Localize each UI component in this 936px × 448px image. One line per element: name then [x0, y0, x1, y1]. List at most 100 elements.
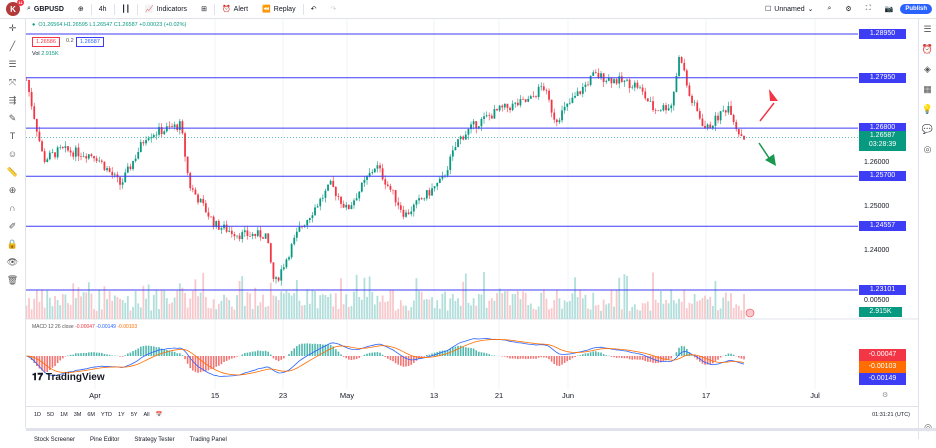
candle-body	[327, 184, 329, 191]
volume-bar	[82, 292, 85, 319]
fullscreen-button[interactable]: ⛶	[859, 0, 878, 19]
settings-button[interactable]: ⚙	[838, 0, 858, 19]
layout-menu[interactable]: ☐ Unnamed ⌄	[758, 0, 821, 19]
range-3m[interactable]: 3M	[73, 412, 82, 418]
candle-body	[171, 126, 173, 128]
broadcast-icon[interactable]: ◎	[923, 144, 932, 154]
macd-histogram-bar	[712, 356, 714, 364]
level-price-label: 1.24557	[859, 221, 906, 232]
candle-body	[636, 82, 639, 88]
volume-bar	[28, 298, 30, 319]
macd-histogram-bar	[615, 356, 618, 358]
lock-icon[interactable]: 🔒	[6, 239, 19, 249]
candle-body	[597, 73, 600, 78]
volume-bar	[119, 298, 121, 319]
macd-histogram-bar	[431, 353, 433, 356]
goto-date-icon[interactable]: 📅	[155, 412, 163, 418]
fib-icon[interactable]: ☰	[8, 59, 17, 69]
macd-histogram-bar	[311, 343, 314, 356]
range-1d[interactable]: 1D	[34, 412, 42, 418]
candle-body	[423, 198, 426, 200]
interval-button[interactable]: 4h	[98, 5, 107, 13]
calendar-icon[interactable]: ▦	[923, 84, 932, 94]
volume-bar	[171, 302, 173, 319]
macd-histogram-bar	[493, 355, 496, 356]
candle-body	[737, 129, 740, 135]
candle-body	[332, 180, 335, 187]
volume-bar	[158, 309, 160, 319]
macd-histogram-bar	[727, 353, 730, 356]
chat-icon[interactable]: 💬	[921, 124, 934, 134]
zoom-in-icon[interactable]: ⊕	[8, 185, 17, 195]
symbol-search[interactable]: ⌕ GBPUSD	[20, 0, 71, 19]
up-arrow-icon	[769, 89, 778, 101]
macd-price-label: -0.00103	[859, 361, 906, 373]
macd-histogram-bar	[566, 356, 569, 362]
trash-icon[interactable]: 🗑	[6, 275, 19, 285]
templates-button[interactable]: ⊞	[194, 0, 214, 19]
watchlist-icon[interactable]: ☰	[923, 24, 932, 34]
undo-button[interactable]: ↶	[304, 0, 324, 19]
candle-body	[662, 105, 665, 111]
macd-histogram-bar	[561, 356, 563, 365]
macd-histogram-bar	[519, 356, 522, 359]
candle-body	[550, 99, 553, 113]
range-5y[interactable]: 5Y	[130, 412, 138, 418]
range-1y[interactable]: 1Y	[117, 412, 125, 418]
tab-strategy-tester[interactable]: Strategy Tester	[134, 436, 175, 443]
ruler-icon[interactable]: 📏	[6, 167, 19, 177]
volume-bar	[719, 308, 722, 319]
help-icon[interactable]: ◎	[924, 422, 932, 432]
layers-icon[interactable]: ◈	[924, 64, 931, 74]
avatar[interactable]: K 11	[6, 0, 24, 16]
indicators-button[interactable]: 📈 Indicators	[138, 0, 194, 19]
clock[interactable]: 01:31:21 (UTC)	[872, 412, 910, 418]
lightbulb-icon[interactable]: 💡	[921, 104, 934, 114]
volume-bar	[48, 297, 51, 319]
replay-button[interactable]: ⏪ Replay	[255, 0, 303, 19]
crosshair-icon[interactable]: ✛	[8, 23, 17, 33]
volume-bar	[649, 310, 652, 319]
macd-histogram-bar	[381, 354, 384, 356]
magnet-icon[interactable]: ∩	[9, 203, 16, 213]
trend-line-icon[interactable]: ╱	[9, 41, 16, 51]
projection-icon[interactable]: ⇶	[8, 95, 17, 105]
level-price-label: 1.26800	[859, 123, 906, 134]
eye-icon[interactable]: 👁	[6, 257, 19, 267]
time-axis-label: 21	[494, 391, 504, 400]
range-1m[interactable]: 1M	[60, 412, 68, 418]
price-chart[interactable]	[26, 19, 918, 406]
range-6m[interactable]: 6M	[87, 412, 95, 418]
text-icon[interactable]: T	[9, 131, 16, 141]
macd-histogram-bar	[80, 353, 82, 356]
snapshot-button[interactable]: 📷	[878, 0, 901, 19]
buy-button[interactable]: 1.26587	[76, 37, 104, 47]
compare-button[interactable]: ⊕	[71, 0, 91, 19]
candle-body	[350, 205, 353, 210]
alert-button[interactable]: ⏰ Alert	[215, 0, 255, 19]
range-ytd[interactable]: YTD	[100, 412, 112, 418]
chart-type-button[interactable]: ┃┃	[115, 0, 137, 19]
range-all[interactable]: All	[143, 412, 150, 418]
lock-draw-icon[interactable]: ✐	[8, 221, 17, 231]
candle-body	[173, 124, 176, 128]
alarm-clock-icon[interactable]: ⏰	[921, 44, 934, 54]
volume-bar	[696, 301, 699, 319]
volume-bar	[129, 310, 132, 319]
redo-button[interactable]: ↷	[323, 0, 343, 19]
volume-bar	[238, 280, 241, 319]
tab-trading-panel[interactable]: Trading Panel	[189, 436, 227, 443]
range-5d[interactable]: 5D	[47, 412, 55, 418]
tab-stock-screener[interactable]: Stock Screener	[34, 436, 76, 443]
quick-search-button[interactable]: ⌕	[821, 0, 839, 19]
pattern-icon[interactable]: ⤧	[8, 77, 17, 87]
ohlc-values: O1.26564 H1.26595 L1.26547 C1.26587 +0.0…	[38, 22, 187, 28]
emoji-icon[interactable]: ☺	[7, 149, 18, 159]
brush-icon[interactable]: ✎	[8, 113, 17, 123]
sell-button[interactable]: 1.26586	[32, 37, 60, 47]
level-price-label: 1.28950	[859, 29, 906, 39]
tab-pine-editor[interactable]: Pine Editor	[90, 436, 120, 443]
publish-button[interactable]: Publish	[900, 4, 932, 14]
candle-body	[111, 171, 114, 176]
candle-body	[269, 243, 272, 263]
